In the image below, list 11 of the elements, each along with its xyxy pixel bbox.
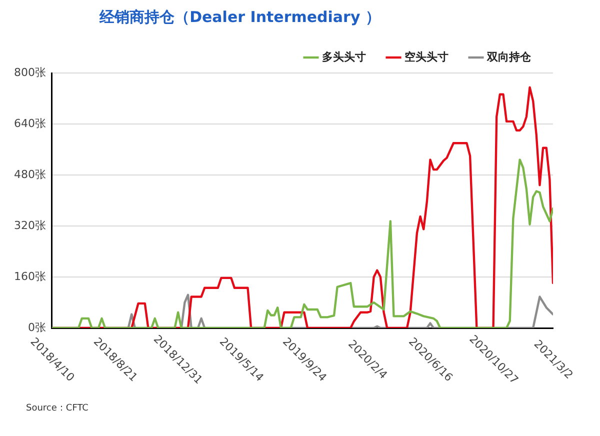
legend-label: 空头头寸 (404, 50, 448, 64)
chart-title: 经销商持仓（Dealer Intermediary ） (98, 8, 380, 26)
y-tick-label: 320张 (14, 218, 46, 232)
source-note: Source：CFTC (26, 403, 88, 414)
y-tick-label: 160张 (14, 270, 46, 283)
legend-label: 双向持仓 (486, 50, 532, 64)
y-tick-label: 480张 (14, 168, 46, 181)
y-tick-label: 0张 (28, 320, 46, 334)
legend-label: 多头头寸 (322, 50, 366, 64)
y-tick-label: 640张 (14, 116, 46, 130)
y-tick-label: 800张 (14, 66, 46, 79)
